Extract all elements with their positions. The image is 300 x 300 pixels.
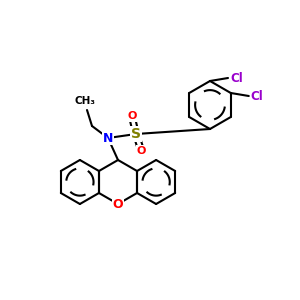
Text: O: O	[127, 111, 137, 121]
Text: O: O	[136, 146, 146, 156]
Text: O: O	[113, 197, 123, 211]
Text: S: S	[131, 127, 141, 141]
Text: Cl: Cl	[230, 71, 243, 85]
Text: Cl: Cl	[251, 89, 263, 103]
Text: N: N	[103, 131, 113, 145]
Text: CH₃: CH₃	[74, 96, 95, 106]
